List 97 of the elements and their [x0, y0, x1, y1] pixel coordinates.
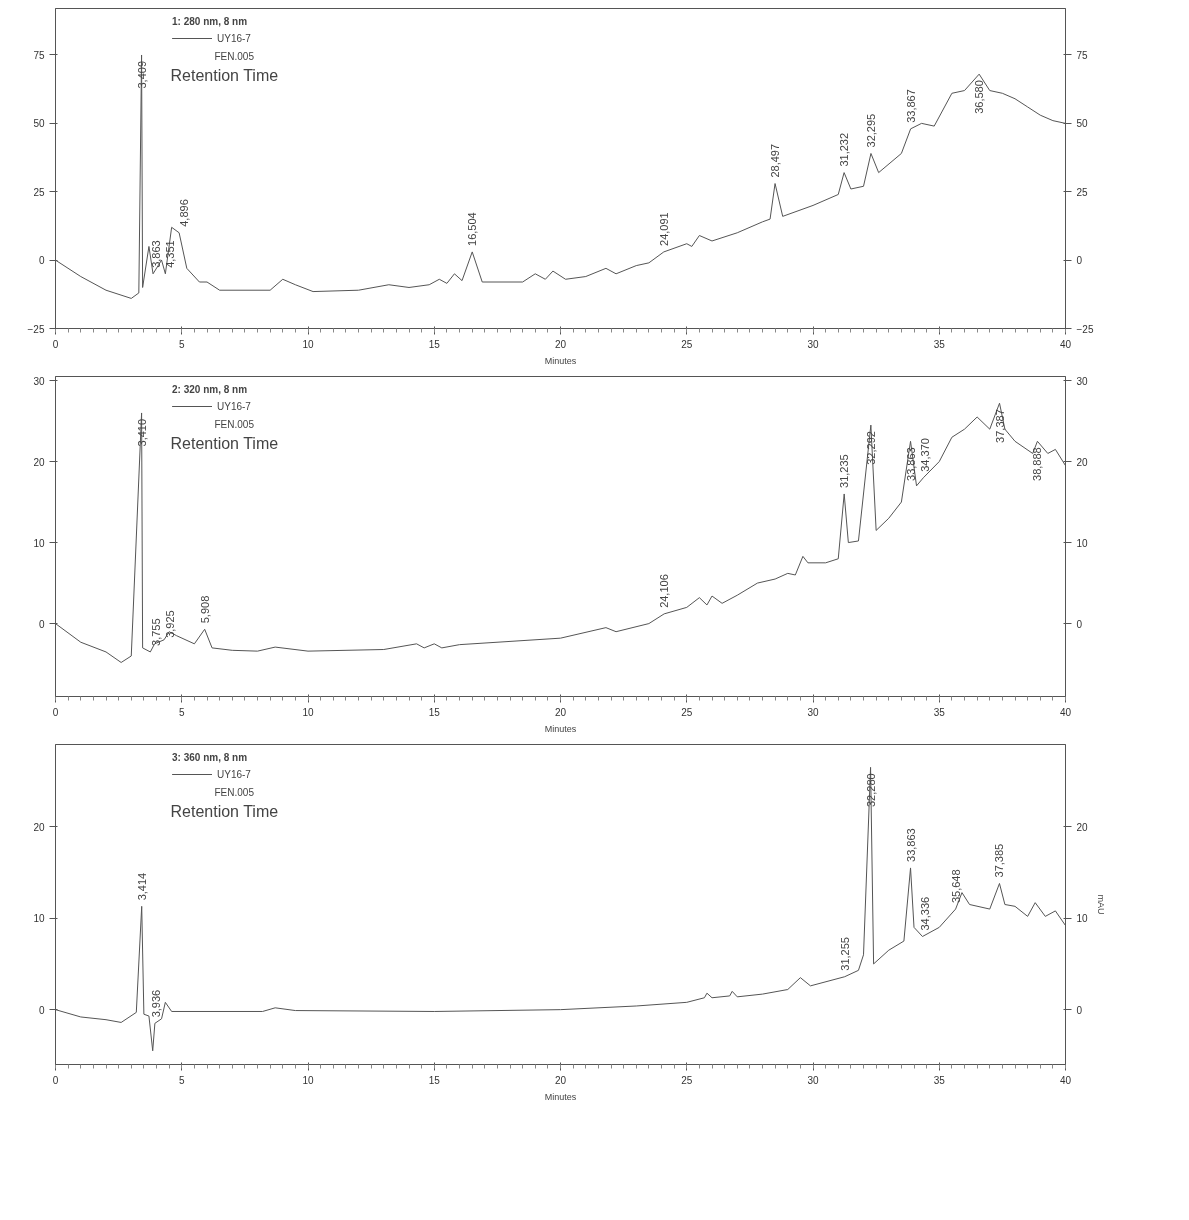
x-tick-label: 5	[178, 338, 185, 350]
annotation: 4,351	[163, 240, 176, 268]
x-tick-label: 25	[681, 1074, 693, 1086]
y2-tick-label: 75	[1076, 50, 1089, 61]
annotation: 28,497	[769, 143, 782, 178]
annotation: 31,232	[838, 132, 851, 167]
x-tick-label: 35	[933, 338, 946, 350]
annotation: 34,370	[918, 438, 931, 472]
y-tick-label: 10	[33, 913, 45, 925]
annotation: FEN.005	[214, 786, 255, 798]
annotation: 3,410	[135, 418, 148, 447]
annotation: 5,908	[198, 595, 211, 624]
y-tick-label: 10	[33, 537, 45, 549]
x-tick-label: 10	[302, 338, 314, 350]
x-tick-label: 10	[302, 1074, 314, 1086]
x-tick-label: 30	[807, 706, 819, 718]
annotation: FEN.005	[214, 50, 255, 62]
x-tick-label: 0	[52, 706, 59, 718]
annotation: 32,295	[864, 113, 877, 148]
y-tick-label: 0	[38, 618, 45, 630]
annotation: 24,091	[657, 212, 670, 246]
annotation: 32,280	[864, 773, 877, 807]
annotation: 3,863	[149, 240, 162, 268]
annotation: 33,863	[904, 447, 917, 481]
y2-tick-label: 0	[1076, 618, 1083, 630]
annotation: 3,755	[149, 618, 162, 646]
annotation: 24,106	[658, 574, 671, 608]
x-tick-label: 5	[178, 1074, 185, 1086]
annotation: 35,648	[949, 869, 962, 904]
y2-tick-label: 20	[1076, 821, 1089, 833]
x-tick-label: 35	[933, 706, 946, 718]
annotation: Retention Time	[170, 802, 279, 820]
y-tick-label: 0	[38, 1004, 45, 1016]
legend-label: UY16-7	[217, 768, 251, 780]
x-axis-title: Minutes	[544, 1091, 577, 1102]
legend-title: 1: 280 nm, 8 nm	[172, 16, 249, 27]
x-tick-label: 0	[52, 1074, 59, 1086]
legend-label: UY16-7	[217, 32, 251, 44]
x-tick-label: 25	[681, 706, 693, 718]
y2-tick-label: 10	[1076, 913, 1089, 925]
annotation: 32,292	[864, 431, 877, 465]
annotation: Retention Time	[170, 434, 279, 452]
y2-tick-label: 50	[1076, 118, 1089, 130]
annotation: 4,896	[177, 199, 190, 227]
x-tick-label: 40	[1059, 706, 1072, 718]
annotation: 31,255	[838, 937, 851, 971]
y-tick-label: 0	[38, 255, 45, 267]
y2-tick-label: 25	[1076, 186, 1089, 198]
x-tick-label: 35	[933, 1074, 946, 1086]
x-tick-label: 15	[428, 338, 441, 350]
x-tick-label: 30	[807, 338, 819, 350]
x-tick-label: 30	[807, 1074, 819, 1086]
x-tick-label: 0	[52, 338, 59, 350]
x-tick-label: 20	[554, 1074, 567, 1086]
annotation: 36,580	[973, 80, 986, 114]
x-tick-label: 40	[1059, 1074, 1072, 1086]
y-tick-label: 50	[33, 118, 45, 130]
annotation: 34,336	[918, 896, 931, 931]
y-tick-label: 20	[33, 821, 45, 833]
annotation: 16,504	[466, 212, 479, 246]
annotation: FEN.005	[214, 418, 255, 430]
legend-title: 3: 360 nm, 8 nm	[172, 752, 249, 763]
annotation: 37,387	[993, 409, 1006, 443]
y-tick-label: 20	[33, 456, 45, 468]
y2-axis-title: mAU	[1095, 894, 1106, 915]
x-tick-label: 20	[554, 706, 567, 718]
x-tick-label: 25	[681, 338, 693, 350]
x-tick-label: 5	[178, 706, 185, 718]
annotation: 3,936	[149, 989, 162, 1018]
y2-tick-label: 20	[1076, 456, 1089, 468]
x-tick-label: 40	[1059, 338, 1072, 350]
x-axis-title: Minutes	[544, 723, 577, 734]
x-tick-label: 20	[554, 338, 567, 350]
y-tick-label: 75	[33, 50, 45, 61]
annotation: 33,863	[904, 828, 917, 862]
y-tick-label: 25	[33, 186, 45, 198]
annotation: Retention Time	[170, 66, 279, 84]
annotation: 31,235	[838, 454, 851, 488]
legend-title: 2: 320 nm, 8 nm	[172, 384, 249, 395]
annotation: 33,867	[904, 89, 917, 123]
y2-tick-label: 30	[1076, 375, 1089, 387]
annotation: 3,925	[163, 610, 176, 638]
y2-tick-label: −25	[1076, 323, 1094, 335]
x-tick-label: 15	[428, 1074, 441, 1086]
annotation: 38,888	[1031, 447, 1044, 481]
annotation: 3,409	[135, 60, 148, 89]
legend-label: UY16-7	[217, 400, 251, 412]
annotation: 3,414	[135, 872, 148, 901]
x-axis-title: Minutes	[544, 355, 577, 366]
y2-tick-label: 0	[1076, 1004, 1083, 1016]
y2-tick-label: 10	[1076, 537, 1089, 549]
x-tick-label: 15	[428, 706, 441, 718]
y-tick-label: 30	[33, 375, 45, 387]
x-tick-label: 10	[302, 706, 314, 718]
y-tick-label: −25	[27, 323, 45, 335]
annotation: 37,385	[993, 843, 1006, 878]
y2-tick-label: 0	[1076, 255, 1083, 267]
